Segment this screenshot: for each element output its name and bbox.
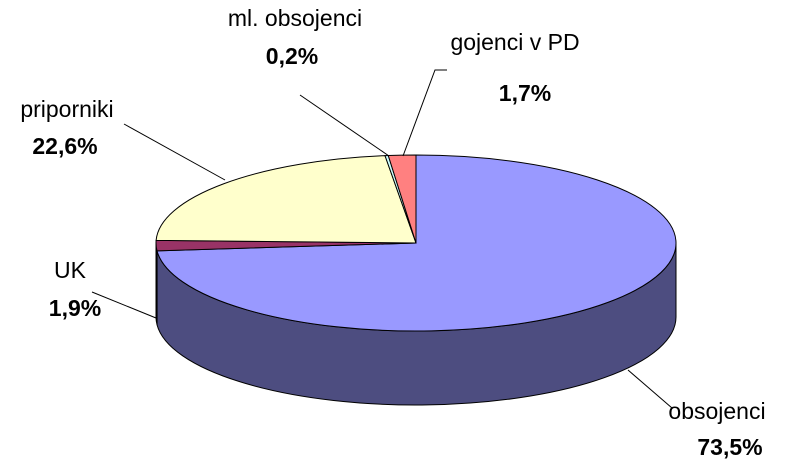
slice-side xyxy=(155,242,158,326)
slice-value-label: 1,7% xyxy=(499,80,551,106)
leader-line xyxy=(91,291,157,319)
slice-label: UK xyxy=(54,257,87,283)
leader-line xyxy=(627,369,673,409)
leader-line xyxy=(299,94,390,157)
slice-value-label: 0,2% xyxy=(266,43,318,69)
slice-value-label: 22,6% xyxy=(32,133,97,159)
slice xyxy=(155,155,417,244)
slice-value-label: 73,5% xyxy=(697,434,762,460)
slice-label: priporniki xyxy=(20,96,113,122)
slice-label: gojenci v PD xyxy=(450,29,579,55)
slice-value-label: 1,9% xyxy=(49,295,101,321)
leader-line xyxy=(402,69,447,157)
leader-line xyxy=(123,123,226,181)
slice-label: ml. obsojenci xyxy=(228,5,362,31)
slice-label: obsojenci xyxy=(668,398,765,424)
